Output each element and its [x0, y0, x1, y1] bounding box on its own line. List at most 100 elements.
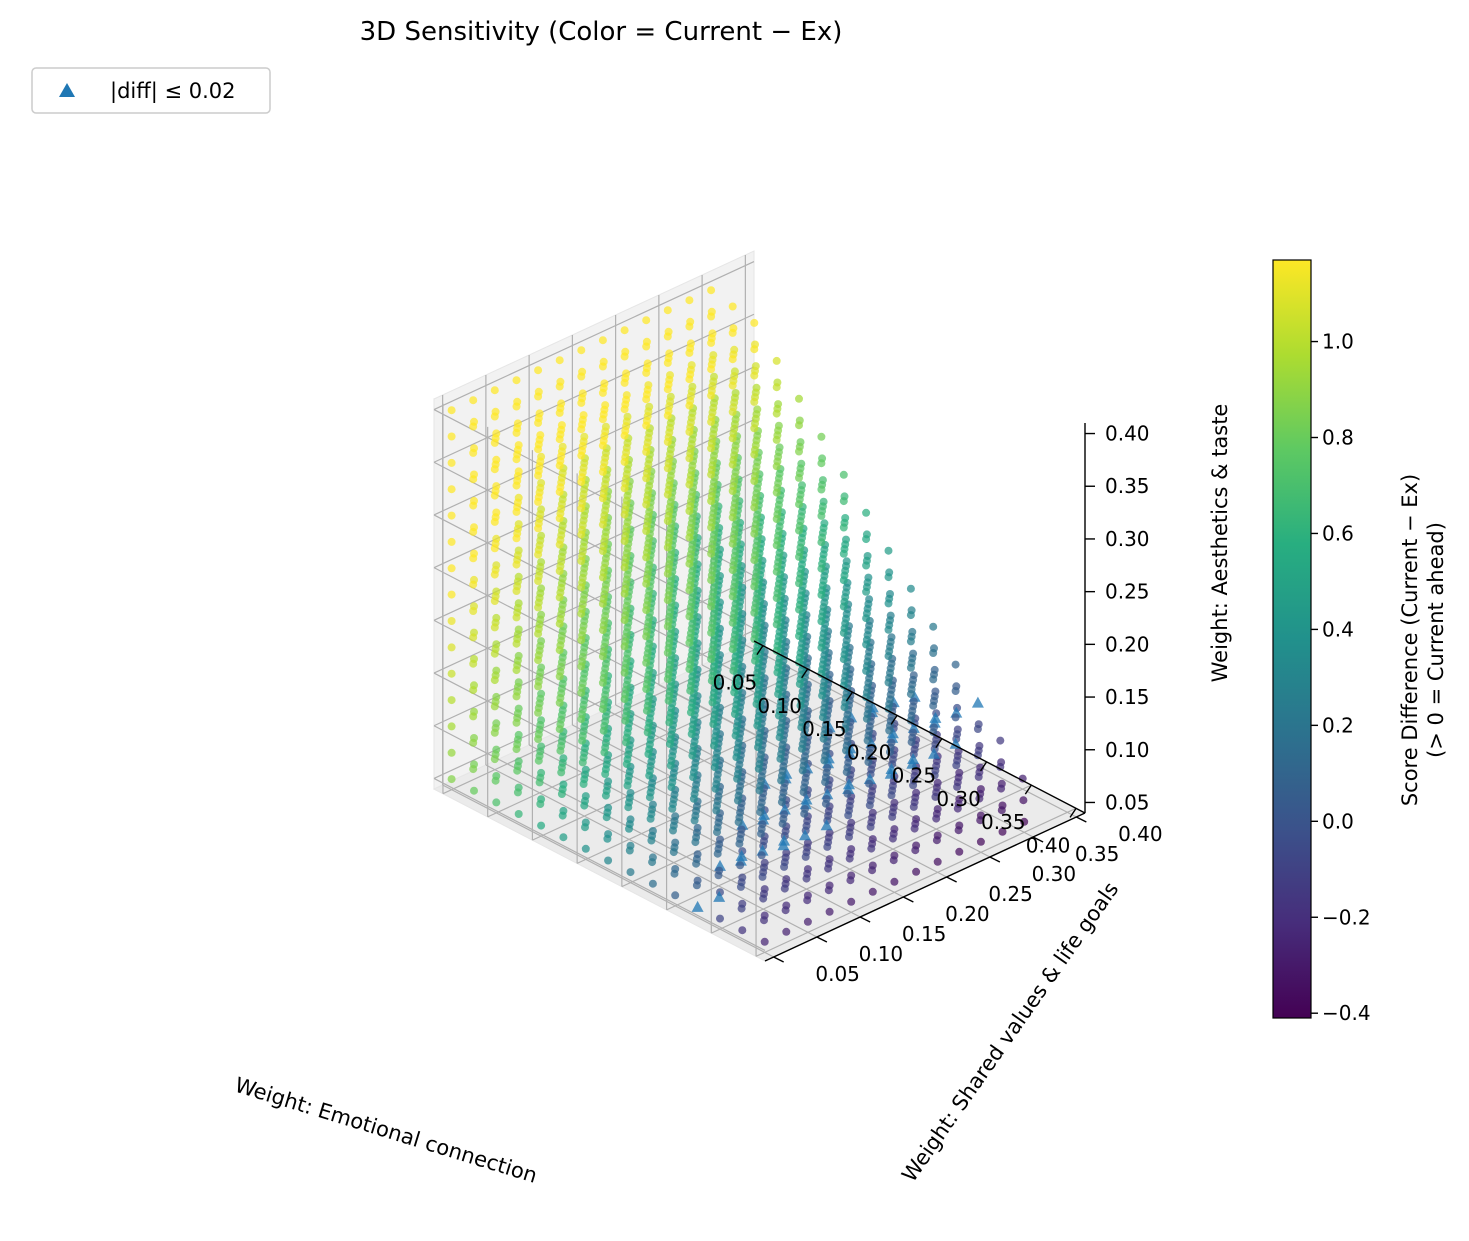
near-zero-marker: [800, 793, 813, 805]
colorbar-ticks: −0.4 −0.2 0.0 0.2 0.4 0.6 0.8 1.0: [1311, 330, 1371, 1025]
data-point: [691, 838, 700, 847]
data-point: [759, 894, 768, 903]
x-tick-label: 0.35: [981, 810, 1026, 834]
data-point: [581, 844, 590, 853]
data-point: [447, 617, 456, 625]
data-point: [666, 740, 674, 748]
data-point: [755, 786, 764, 795]
data-point: [512, 376, 521, 385]
data-point: [669, 848, 678, 857]
data-point: [728, 302, 737, 311]
data-point: [663, 437, 672, 446]
data-point: [577, 346, 586, 355]
x-tick-label: 0.30: [936, 787, 981, 811]
data-point: [796, 701, 805, 710]
data-point: [692, 881, 701, 890]
data-point: [839, 681, 848, 690]
colorbar-label-line2: (> 0 = Current ahead): [1424, 522, 1448, 758]
near-zero-marker: [971, 696, 984, 708]
data-point: [490, 649, 499, 658]
data-point: [929, 649, 938, 657]
data-point: [534, 392, 543, 401]
data-point: [469, 712, 478, 721]
data-point: [973, 751, 982, 760]
z-tick-label: 0.30: [1105, 527, 1150, 551]
x-tick-mark: [890, 714, 898, 725]
data-point: [469, 527, 478, 536]
grid-line-z: [433, 725, 766, 899]
data-point: [645, 771, 654, 780]
data-point: [534, 656, 543, 665]
data-point: [685, 348, 694, 357]
data-point: [556, 746, 565, 755]
data-point: [864, 758, 873, 767]
data-point: [643, 728, 652, 737]
data-point: [644, 750, 653, 758]
data-point: [663, 517, 672, 525]
data-point: [620, 589, 629, 598]
near-zero-marker: [843, 778, 855, 790]
data-point: [663, 543, 672, 552]
data-point: [845, 854, 854, 863]
data-point: [469, 686, 478, 695]
data-point: [750, 450, 759, 459]
data-point: [663, 622, 672, 631]
data-point: [512, 692, 521, 701]
data-point: [663, 385, 672, 394]
data-point: [598, 547, 607, 555]
grid-line-z: [433, 672, 766, 846]
data-point: [620, 378, 629, 387]
y-tick-label: 0.20: [945, 902, 990, 926]
data-point: [686, 708, 695, 717]
y-tick-label: 0.15: [902, 922, 947, 946]
data-point: [862, 640, 871, 649]
data-point: [469, 448, 478, 457]
data-point: [863, 736, 872, 745]
data-point: [534, 629, 543, 638]
data-point: [712, 806, 721, 815]
data-point: [642, 553, 651, 562]
data-point: [555, 725, 564, 734]
data-point: [534, 577, 543, 585]
x-tick-label: 0.15: [802, 717, 847, 741]
data-point: [447, 722, 456, 731]
data-point: [884, 704, 893, 713]
data-point: [795, 473, 803, 482]
data-point: [600, 748, 609, 757]
data-point: [648, 858, 657, 867]
data-point: [598, 494, 607, 503]
data-point: [997, 784, 1006, 793]
data-point: [469, 396, 478, 405]
data-point: [490, 755, 499, 764]
data-point: [906, 637, 915, 646]
data-point: [906, 716, 915, 725]
data-point: [862, 535, 871, 544]
data-point: [469, 501, 478, 510]
data-point: [707, 312, 716, 321]
data-point: [663, 596, 672, 605]
data-point: [490, 438, 499, 447]
data-point: [750, 529, 759, 538]
data-point: [736, 861, 745, 870]
near-zero-marker: [886, 727, 899, 739]
data-point: [625, 824, 633, 833]
data-point: [620, 484, 629, 493]
data-point: [555, 593, 564, 602]
data-point: [685, 480, 694, 489]
data-point: [514, 810, 523, 818]
z-tick-label: 0.25: [1105, 580, 1150, 604]
data-point: [534, 550, 543, 559]
data-point: [800, 809, 809, 818]
z-tick-label: 0.10: [1105, 738, 1150, 762]
z-axis-label: Weight: Aesthetics & taste: [1208, 404, 1232, 683]
data-point: [1018, 774, 1027, 783]
data-point: [686, 686, 695, 695]
near-zero-marker: [885, 763, 898, 774]
data-point: [620, 616, 629, 625]
data-point: [512, 587, 521, 595]
grid-line-z: [433, 619, 766, 793]
data-point: [534, 471, 543, 480]
data-point: [817, 432, 826, 441]
data-point: [840, 703, 849, 712]
